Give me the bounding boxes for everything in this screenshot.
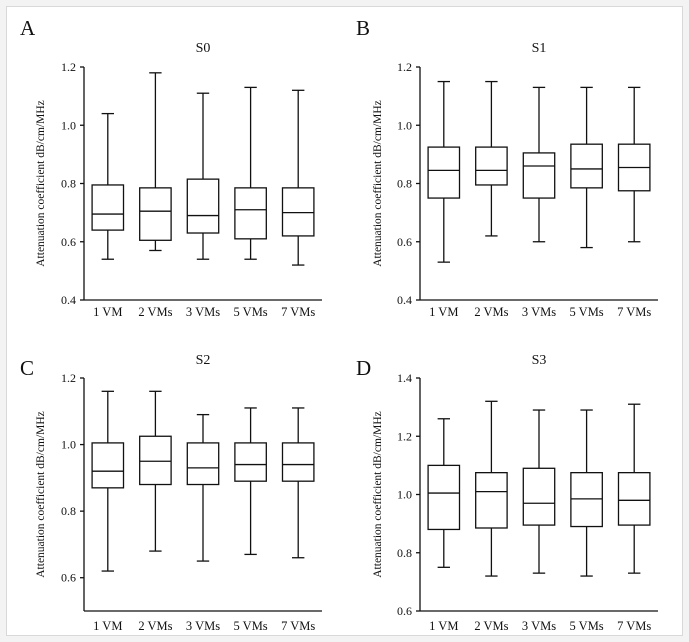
x-tick-label: 3 VMs bbox=[522, 305, 556, 319]
iqr-box bbox=[281, 442, 315, 482]
y-tick-label: 1.2 bbox=[61, 60, 76, 74]
figure-card bbox=[6, 6, 683, 636]
x-tick-label: 5 VMs bbox=[234, 305, 268, 319]
iqr-box bbox=[139, 435, 172, 486]
x-tick-label: 1 VM bbox=[429, 619, 458, 633]
x-tick-label: 3 VMs bbox=[522, 619, 556, 633]
panel-title: S0 bbox=[196, 41, 211, 56]
y-tick-label: 1.0 bbox=[61, 118, 76, 132]
y-tick-label: 1.0 bbox=[61, 438, 76, 452]
x-tick-label: 5 VMs bbox=[570, 619, 604, 633]
x-tick-label: 2 VMs bbox=[474, 305, 508, 319]
iqr-box bbox=[522, 467, 556, 526]
iqr-box bbox=[570, 143, 603, 189]
x-tick-label: 7 VMs bbox=[617, 305, 651, 319]
x-tick-label: 3 VMs bbox=[186, 619, 220, 633]
panel-letter-b: B bbox=[356, 16, 371, 40]
panel-letter-a: A bbox=[20, 16, 36, 40]
panel-title: S3 bbox=[532, 353, 547, 368]
boxplot-panel-b: S1 Attenuation coefficient dB/cm/MHz 0.4 0.… bbox=[372, 41, 658, 319]
x-tick-label: 3 VMs bbox=[186, 305, 220, 319]
y-tick-label: 1.2 bbox=[397, 60, 412, 74]
x-tick-label: 7 VMs bbox=[617, 619, 651, 633]
x-tick-label: 1 VM bbox=[93, 305, 122, 319]
panel-letter-c: C bbox=[20, 356, 35, 380]
y-tick-label: 0.8 bbox=[397, 177, 412, 191]
iqr-box bbox=[91, 442, 125, 489]
iqr-box bbox=[281, 187, 315, 237]
y-tick-label: 1.2 bbox=[397, 429, 412, 443]
panel-title: S2 bbox=[196, 353, 211, 368]
y-tick-label: 0.6 bbox=[61, 571, 76, 585]
y-tick-label: 1.0 bbox=[397, 118, 412, 132]
y-tick-label: 0.8 bbox=[397, 546, 412, 560]
x-tick-label: 5 VMs bbox=[570, 305, 604, 319]
iqr-box bbox=[427, 146, 461, 199]
x-tick-label: 5 VMs bbox=[234, 619, 268, 633]
iqr-box bbox=[186, 178, 220, 234]
y-axis-label: Attenuation coefficient dB/cm/MHz bbox=[35, 411, 47, 578]
y-tick-label: 0.4 bbox=[61, 293, 76, 307]
x-tick-label: 7 VMs bbox=[281, 619, 315, 633]
y-axis-label: Attenuation coefficient dB/cm/MHz bbox=[372, 411, 384, 578]
iqr-box bbox=[522, 152, 556, 199]
panel-letter-d: D bbox=[356, 356, 372, 380]
iqr-box bbox=[186, 442, 220, 486]
y-tick-label: 0.4 bbox=[397, 293, 412, 307]
iqr-box bbox=[570, 472, 603, 528]
y-tick-label: 0.6 bbox=[397, 235, 412, 249]
boxplot-panel-a: S0 Attenuation coefficient dB/cm/MHz 0.4 0.… bbox=[35, 41, 322, 319]
y-axis-label: Attenuation coefficient dB/cm/MHz bbox=[35, 100, 47, 267]
iqr-box bbox=[475, 146, 508, 186]
boxplot-panel-c: S2 Attenuation coefficient dB/cm/MHz 0.6 0.… bbox=[35, 353, 322, 633]
iqr-box bbox=[427, 464, 461, 531]
y-tick-label: 0.6 bbox=[397, 604, 412, 618]
iqr-box bbox=[617, 472, 651, 526]
y-tick-label: 0.8 bbox=[61, 504, 76, 518]
x-tick-label: 2 VMs bbox=[138, 305, 172, 319]
panel-title: S1 bbox=[532, 41, 547, 56]
y-tick-label: 1.0 bbox=[397, 488, 412, 502]
iqr-box bbox=[91, 184, 125, 231]
iqr-box bbox=[475, 472, 508, 529]
x-tick-label: 2 VMs bbox=[474, 619, 508, 633]
y-axis-label: Attenuation coefficient dB/cm/MHz bbox=[372, 100, 384, 267]
y-tick-label: 1.4 bbox=[397, 371, 412, 385]
x-tick-label: 1 VM bbox=[93, 619, 122, 633]
y-tick-label: 0.6 bbox=[61, 235, 76, 249]
x-tick-label: 7 VMs bbox=[281, 305, 315, 319]
x-tick-label: 1 VM bbox=[429, 305, 458, 319]
y-tick-label: 0.8 bbox=[61, 177, 76, 191]
iqr-box bbox=[234, 187, 267, 240]
iqr-box bbox=[234, 442, 267, 482]
y-tick-label: 1.2 bbox=[61, 371, 76, 385]
x-tick-label: 2 VMs bbox=[138, 619, 172, 633]
iqr-box bbox=[139, 187, 172, 241]
